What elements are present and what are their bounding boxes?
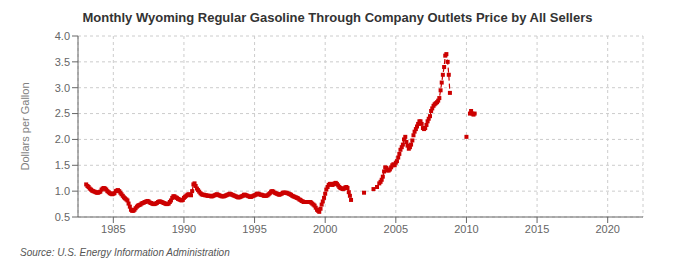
svg-text:2.0: 2.0 [55,133,70,145]
svg-text:2.5: 2.5 [55,107,70,119]
svg-text:4.0: 4.0 [55,30,70,42]
svg-text:3.5: 3.5 [55,56,70,68]
svg-text:2000: 2000 [313,223,337,235]
svg-text:1.5: 1.5 [55,159,70,171]
svg-text:1.0: 1.0 [55,185,70,197]
svg-text:2005: 2005 [384,223,408,235]
html-text:Source: U.S. Energy Informatio: Source: U.S. Energy Information Administ… [20,247,230,258]
html-text:Monthly Wyoming Regular Gasoli: Monthly Wyoming Regular Gasoline Through… [82,10,593,25]
svg-text:2020: 2020 [595,223,619,235]
svg-text:1995: 1995 [242,223,266,235]
svg-text:1985: 1985 [101,223,125,235]
svg-text:Dollars per Gallon: Dollars per Gallon [19,82,31,170]
svg-text:1990: 1990 [172,223,196,235]
svg-text:2010: 2010 [454,223,478,235]
svg-text:0.5: 0.5 [55,211,70,223]
svg-text:2015: 2015 [525,223,549,235]
svg-text:3.0: 3.0 [55,82,70,94]
